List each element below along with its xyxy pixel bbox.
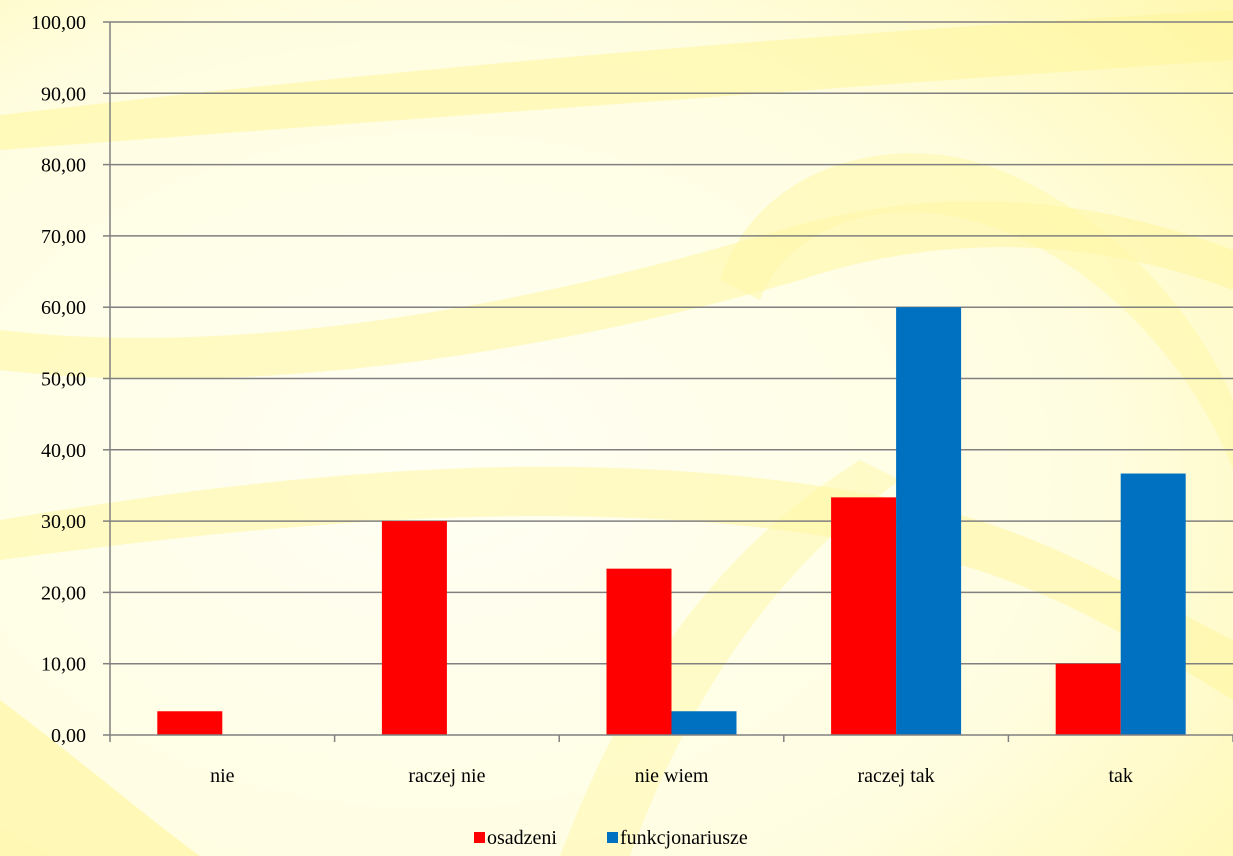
gridlines [110, 21, 1233, 665]
x-tick-label: nie wiem [635, 765, 709, 787]
bar-funkcjonariusze-nie-wiem [671, 711, 737, 735]
bar-funkcjonariusze-tak [1120, 473, 1186, 735]
legend-label-funkcjonariusze: funkcjonariusze [620, 827, 748, 849]
legend: osadzeni funkcjonariusze [474, 827, 748, 849]
y-tick-label: 0,00 [51, 725, 86, 747]
bars [157, 307, 1186, 735]
x-tick-label: raczej nie [408, 765, 485, 787]
y-tick-label: 60,00 [41, 297, 86, 319]
bar-osadzeni-nie [157, 711, 223, 735]
y-tick-label: 40,00 [41, 440, 86, 462]
x-axis: nie raczej nie nie wiem raczej tak tak [109, 734, 1233, 787]
bar-osadzeni-tak [1055, 663, 1121, 735]
bar-funkcjonariusze-raczej-tak [896, 307, 962, 735]
y-tick-label: 30,00 [41, 511, 86, 533]
bar-osadzeni-raczej-nie [381, 521, 447, 735]
y-tick-label: 90,00 [41, 83, 86, 105]
y-tick-label: 80,00 [41, 155, 86, 177]
x-tick-label: nie [210, 765, 235, 787]
legend-label-osadzeni: osadzeni [487, 827, 557, 849]
x-tick-label: raczej tak [858, 765, 935, 787]
bar-osadzeni-nie-wiem [606, 568, 672, 735]
y-tick-label: 10,00 [41, 654, 86, 676]
x-tick-label: tak [1108, 765, 1132, 787]
y-tick-label: 100,00 [31, 12, 86, 34]
y-tick-label: 50,00 [41, 369, 86, 391]
bar-osadzeni-raczej-tak [831, 497, 897, 735]
legend-swatch-funkcjonariusze [607, 832, 618, 843]
y-axis: 0,00 10,00 20,00 30,00 40,00 50,00 60,00 70,00 8… [31, 12, 111, 747]
y-tick-label: 70,00 [41, 226, 86, 248]
y-tick-label: 20,00 [41, 582, 86, 604]
legend-swatch-osadzeni [474, 832, 485, 843]
